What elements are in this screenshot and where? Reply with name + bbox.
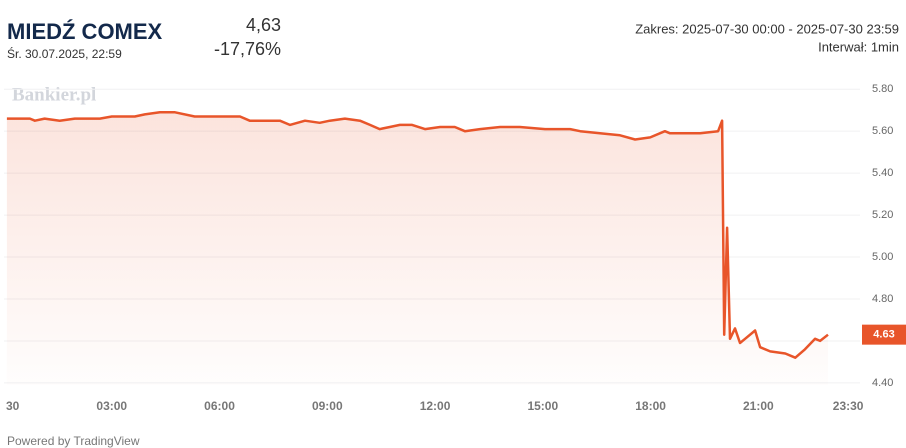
y-tick-label: 5.80 — [872, 83, 893, 95]
x-tick-label: 06:00 — [204, 399, 235, 413]
x-tick-label: 21:00 — [743, 399, 774, 413]
y-tick-label: 5.60 — [872, 125, 893, 137]
y-tick-label: 4.40 — [872, 377, 893, 389]
range: Zakres: 2025-07-30 00:00 - 2025-07-30 23… — [635, 21, 899, 36]
footer: Powered by TradingView — [7, 434, 140, 448]
last-price-tag — [862, 324, 906, 345]
y-tick-label: 5.20 — [872, 209, 893, 221]
subtitle: Śr. 30.07.2025, 22:59 — [7, 46, 122, 61]
y-tick-label: 5.40 — [872, 167, 893, 179]
x-tick-label: 09:00 — [312, 399, 343, 413]
price: 4,63 — [246, 15, 281, 35]
last-price-label: 4.63 — [873, 329, 894, 341]
change: -17,76% — [214, 39, 281, 59]
x-tick-label: 03:00 — [96, 399, 127, 413]
interval: Interwał: 1min — [818, 39, 899, 54]
x-tick-label: 15:00 — [527, 399, 558, 413]
price-line — [6, 111, 829, 359]
x-tick-label: 23:30 — [833, 399, 864, 413]
y-tick-label: 5.00 — [872, 251, 893, 263]
x-tick-label: 12:00 — [420, 399, 451, 413]
title: MIEDŹ COMEX — [7, 19, 163, 44]
watermark: Bankier.pl — [12, 84, 96, 105]
x-tick-label: 30 — [6, 399, 20, 413]
x-tick-label: 18:00 — [635, 399, 666, 413]
area — [6, 112, 829, 386]
y-tick-label: 4.80 — [872, 293, 893, 305]
